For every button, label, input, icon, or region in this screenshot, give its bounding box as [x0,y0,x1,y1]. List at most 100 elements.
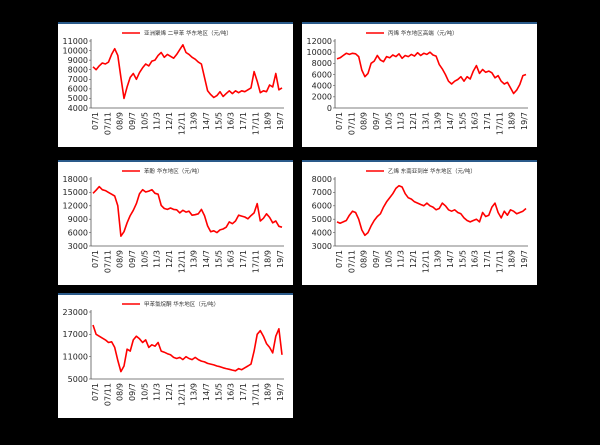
x-tick-label: 07/11 [103,250,112,273]
x-tick-label: 18/9 [508,250,517,268]
y-tick-label: 3000 [312,242,332,251]
x-tick-label: 19/7 [520,112,529,130]
y-tick-label: 2000 [312,93,332,102]
legend: 甲苯氯烷酮 华东地区（元/吨） [122,300,219,308]
x-tick-label: 07/1 [335,112,344,130]
x-tick-label: 16/3 [471,250,480,268]
x-tick-label: 07/1 [91,250,100,268]
x-tick-label: 08/9 [116,250,125,268]
x-tick-label: 12/1 [409,250,418,268]
series-line [336,184,527,237]
x-tick-label: 12/1 [165,250,174,268]
y-tick-label: 4000 [312,228,332,237]
x-tick-label: 12/1 [165,383,174,401]
legend-label: 亚洲聚烯 二甲苯 华东地区（元/吨） [144,29,232,37]
legend-label: 乙烯 东南亚到岸 华东地区（元/吨） [388,167,476,175]
x-tick-label: 19/7 [520,250,529,268]
y-tick-label: 9000 [68,215,88,224]
chart-svg: 丙烯 华东地区高端（元/吨） 12000 10000 8000 6000 4000 2000… [307,29,529,135]
x-tick-label: 18/9 [264,112,273,130]
x-tick-label: 17/1 [239,383,248,401]
y-tick-label: 8000 [68,66,88,75]
x-tick-label: 13/9 [190,250,199,268]
x-tick-label: 10/5 [140,112,149,130]
y-tick-label: 5000 [312,215,332,224]
y-tick-label: 9000 [68,56,88,65]
legend-label: 苯酚 华东地区（元/吨） [144,167,203,175]
x-tick-label: 17/11 [495,112,504,135]
x-tick-label: 14/7 [202,250,211,268]
x-tick-label: 17/1 [239,250,248,268]
x-tick-label: 16/3 [227,112,236,130]
x-tick-label: 10/5 [140,383,149,401]
x-tick-label: 12/11 [177,112,186,135]
x-tick-label: 14/7 [202,383,211,401]
x-tick-label: 13/9 [190,383,199,401]
x-tick-label: 13/9 [190,112,199,130]
x-tick-label: 09/7 [128,112,137,130]
y-tick-label: 12000 [307,37,332,46]
x-tick-label: 12/11 [177,250,186,273]
chart-svg: 乙烯 东南亚到岸 华东地区（元/吨） 8000 7000 6000 5000 4000 30… [312,167,529,273]
x-tick-label: 09/7 [372,112,381,130]
legend-label: 丙烯 华东地区高端（元/吨） [388,29,458,37]
x-tick-label: 17/11 [251,383,260,406]
y-tick-label: 11000 [63,37,88,46]
x-tick-label: 16/3 [227,383,236,401]
x-tick-label: 07/1 [335,250,344,268]
y-tick-label: 0 [327,104,332,113]
y-tick-label: 15000 [63,188,88,197]
legend: 亚洲聚烯 二甲苯 华东地区（元/吨） [122,29,232,37]
x-tick-label: 17/11 [251,112,260,135]
y-tick-label: 6000 [312,202,332,211]
x-tick-label: 10/5 [140,250,149,268]
x-tick-label: 17/11 [495,250,504,273]
legend: 乙烯 东南亚到岸 华东地区（元/吨） [366,167,476,175]
x-tick-label: 11/3 [153,250,162,268]
y-tick-label: 11000 [63,352,88,361]
y-tick-label: 5000 [68,375,88,384]
x-tick-label: 11/3 [153,383,162,401]
x-tick-label: 17/1 [483,250,492,268]
x-tick-label: 11/3 [153,112,162,130]
x-tick-label: 09/7 [128,383,137,401]
y-tick-label: 6000 [68,228,88,237]
chart-panel-xylene: 亚洲聚烯 二甲苯 华东地区（元/吨） 11000 10000 9000 8000 7000… [58,22,293,147]
x-tick-label: 11/3 [397,112,406,130]
y-tick-label: 10000 [307,48,332,57]
x-tick-label: 13/9 [434,250,443,268]
x-tick-label: 08/9 [116,112,125,130]
y-tick-label: 17000 [63,330,88,339]
y-tick-label: 6000 [68,85,88,94]
x-tick-label: 16/3 [227,250,236,268]
x-tick-label: 15/5 [214,250,223,268]
y-tick-label: 23000 [63,308,88,317]
x-tick-label: 12/1 [409,112,418,130]
x-tick-label: 15/5 [214,383,223,401]
legend: 苯酚 华东地区（元/吨） [122,167,203,175]
x-tick-label: 15/5 [214,112,223,130]
x-tick-label: 16/3 [471,112,480,130]
series-line [92,324,283,373]
y-tick-label: 18000 [63,175,88,184]
series-line [92,185,283,237]
y-tick-label: 12000 [63,202,88,211]
chart-panel-ethylene: 乙烯 东南亚到岸 华东地区（元/吨） 8000 7000 6000 5000 4000 30… [302,160,537,285]
x-tick-label: 07/11 [103,112,112,135]
chart-panel-phenol: 苯酚 华东地区（元/吨） 18000 15000 12000 9000 6000 3000 0… [58,160,293,285]
chart-panel-propylene: 丙烯 华东地区高端（元/吨） 12000 10000 8000 6000 4000 2000… [302,22,537,147]
y-tick-label: 10000 [63,46,88,55]
x-tick-label: 12/1 [165,112,174,130]
y-tick-label: 5000 [68,94,88,103]
y-tick-label: 7000 [312,188,332,197]
x-tick-label: 09/7 [372,250,381,268]
x-tick-label: 10/5 [384,112,393,130]
x-tick-label: 13/1 [421,112,430,130]
x-tick-label: 07/11 [347,112,356,135]
x-tick-label: 07/11 [103,383,112,406]
y-tick-label: 6000 [312,70,332,79]
x-tick-label: 18/9 [508,112,517,130]
x-tick-label: 15/5 [458,250,467,268]
x-tick-label: 09/7 [128,250,137,268]
